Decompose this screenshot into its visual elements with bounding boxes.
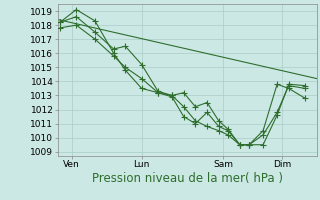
X-axis label: Pression niveau de la mer( hPa ): Pression niveau de la mer( hPa )	[92, 172, 283, 185]
